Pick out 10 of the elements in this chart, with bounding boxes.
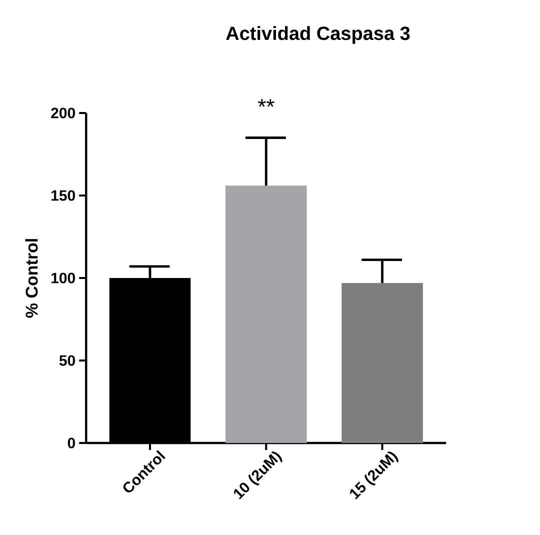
bar — [342, 282, 423, 443]
y-tick-label: 50 — [59, 355, 75, 366]
y-tick-label: 0 — [68, 438, 75, 448]
y-tick-label: 150 — [52, 190, 75, 201]
chart-title: Actividad Caspasa 3 — [226, 26, 410, 44]
y-tick-label: 200 — [51, 108, 75, 118]
bar — [225, 186, 307, 443]
annotation: ** — [258, 99, 274, 107]
y-axis-title: % Control — [25, 239, 38, 318]
y-tick-label: 100 — [52, 272, 75, 284]
